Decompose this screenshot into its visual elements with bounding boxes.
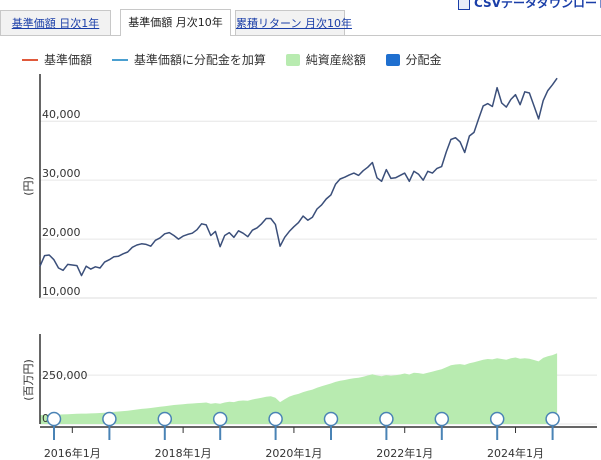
distribution-marker (212, 411, 228, 427)
legend-label-nav: 基準価額 (44, 53, 93, 67)
distribution-marker (545, 411, 560, 427)
legend-swatch-net-assets (285, 53, 300, 66)
ytick-label-top: 30,000 (42, 167, 81, 180)
csv-download-label: CSVデータダウンロード (474, 0, 601, 10)
xtick-label: 2024年1月 (487, 446, 544, 460)
distribution-marker (157, 411, 173, 427)
tab-nav-monthly-10y[interactable]: 基準価額 月次10年 (120, 9, 231, 36)
legend-label-nav-with-dividend: 基準価額に分配金を加算 (133, 53, 266, 67)
distribution-marker (102, 411, 117, 427)
y-axis-label-bottom: (百万円) (22, 359, 35, 401)
net-assets-area (40, 353, 558, 424)
ytick-label-bottom: 250,000 (42, 369, 88, 382)
chart-tabs: 基準価額 日次1年 基準価額 月次10年 累積リターン 月次10年 (0, 0, 601, 36)
nav-line (39, 77, 558, 277)
xtick-label: 2020年1月 (265, 446, 322, 460)
legend-swatch-dividend (385, 53, 400, 66)
csv-file-icon (458, 0, 470, 10)
distribution-marker (46, 411, 62, 427)
ytick-label-top: 20,000 (42, 226, 81, 239)
distribution-marker (434, 411, 450, 427)
legend-item-dividend[interactable]: 分配金 (385, 51, 442, 68)
legend-label-dividend: 分配金 (405, 53, 442, 67)
tab-divider (0, 35, 601, 36)
tab-return-monthly-10y[interactable]: 累積リターン 月次10年 (235, 10, 352, 35)
distribution-marker (323, 411, 339, 427)
ytick-label-top: 10,000 (42, 285, 81, 298)
legend-swatch-nav (22, 58, 38, 61)
ytick-label-bottom: 0 (42, 412, 49, 425)
legend-item-nav-with-dividend[interactable]: 基準価額に分配金を加算 (111, 51, 266, 68)
legend-label-net-assets: 純資産総額 (305, 53, 366, 67)
legend-item-nav[interactable]: 基準価額 (22, 51, 92, 68)
distribution-marker (268, 411, 283, 427)
legend-item-net-assets[interactable]: 純資産総額 (285, 51, 366, 68)
csv-download-link[interactable]: CSVデータダウンロード (458, 0, 601, 11)
tab-nav-daily-1y[interactable]: 基準価額 日次1年 (0, 10, 111, 35)
legend-swatch-nav-with-dividend (111, 58, 128, 61)
ytick-label-top: 40,000 (42, 108, 81, 121)
distribution-marker (489, 411, 505, 427)
distribution-marker (379, 411, 394, 427)
xtick-label: 2016年1月 (44, 446, 101, 460)
y-axis-label-top: (円) (22, 176, 35, 196)
xtick-label: 2022年1月 (376, 446, 433, 460)
xtick-label: 2018年1月 (155, 446, 212, 460)
chart-legend: 基準価額 基準価額に分配金を加算 純資産総額 分配金 (22, 51, 458, 69)
